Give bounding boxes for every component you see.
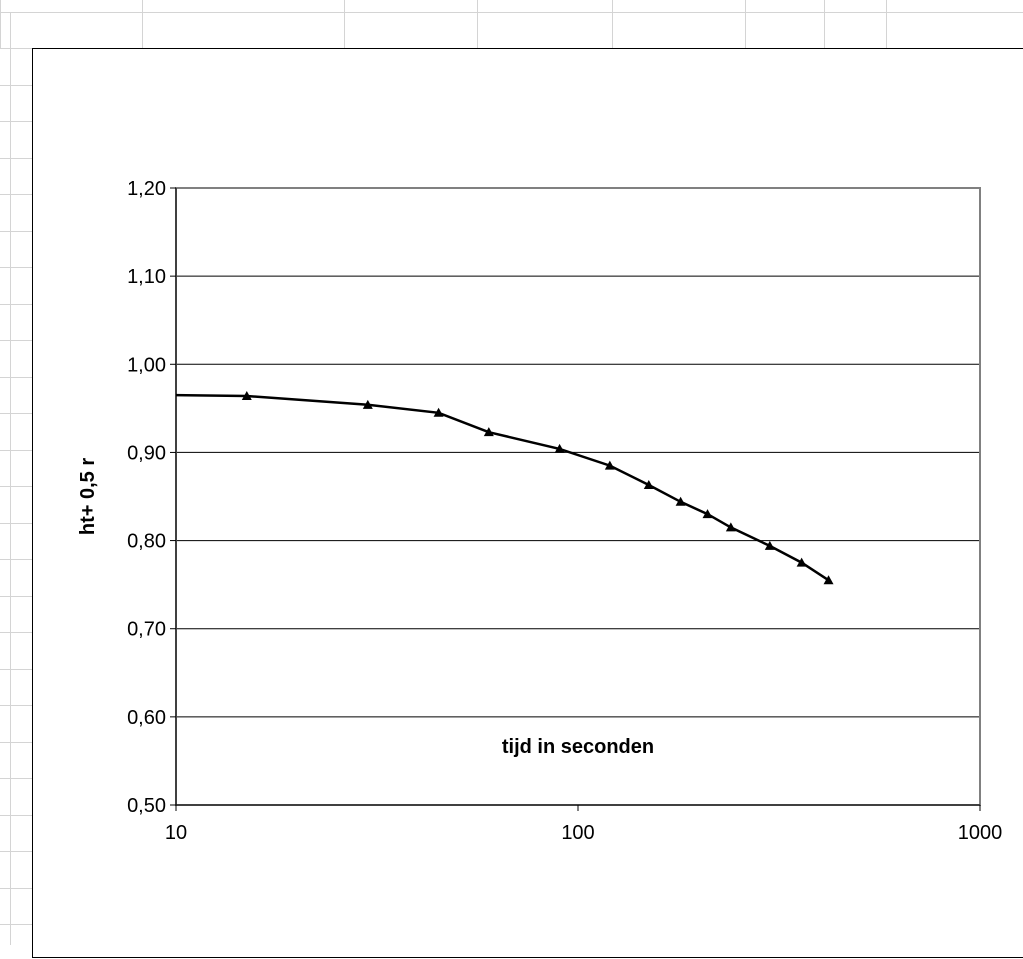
y-tick-labels: 0,50 0,60 0,70 0,80 0,90 1,00 1,10 1,20 <box>127 178 166 817</box>
line-chart: 0,500,600,700,800,901,001,101,20 10 100 10… <box>77 178 1002 844</box>
y-tick-label: 0,90 <box>127 442 166 464</box>
data-point-marker <box>433 407 444 417</box>
gridlines <box>176 275 980 718</box>
data-point-marker <box>675 496 686 506</box>
data-point-marker <box>362 399 373 409</box>
data-point-marker <box>764 540 775 550</box>
data-point-marker <box>483 427 494 437</box>
data-point-marker <box>643 480 654 490</box>
y-tick-label: 0,70 <box>127 619 166 641</box>
x-tick-label: 10 <box>165 822 187 844</box>
x-tick-label: 1000 <box>958 822 1003 844</box>
y-tick-label: 1,20 <box>127 178 166 200</box>
x-axis-title: tijd in seconden <box>502 736 654 758</box>
data-point-marker <box>725 522 736 532</box>
x-tick-label: 100 <box>561 822 594 844</box>
data-point-marker <box>554 443 565 453</box>
y-tick-label: 1,00 <box>127 354 166 376</box>
data-point-marker <box>796 557 807 567</box>
y-tick-label: 1,10 <box>127 266 166 288</box>
data-point-marker <box>604 460 615 470</box>
y-tick-label: 0,50 <box>127 795 166 817</box>
data-point-marker <box>241 391 252 401</box>
data-point-marker <box>823 575 834 585</box>
data-point-marker <box>702 509 713 519</box>
plot-area <box>175 187 981 806</box>
x-tick-labels: 10 100 1000 <box>165 822 1002 844</box>
y-axis-title: ht+ 0,5 r <box>77 458 99 535</box>
y-tick-label: 0,60 <box>127 707 166 729</box>
series-layer <box>175 391 834 585</box>
y-tick-label: 0,80 <box>127 531 166 553</box>
series-line <box>175 393 830 582</box>
axis-ticks <box>170 187 981 811</box>
chart-area[interactable]: 0,50 0,60 0,70 0,80 0,90 1,00 1,10 1,20 10 100 10… <box>32 48 1023 958</box>
